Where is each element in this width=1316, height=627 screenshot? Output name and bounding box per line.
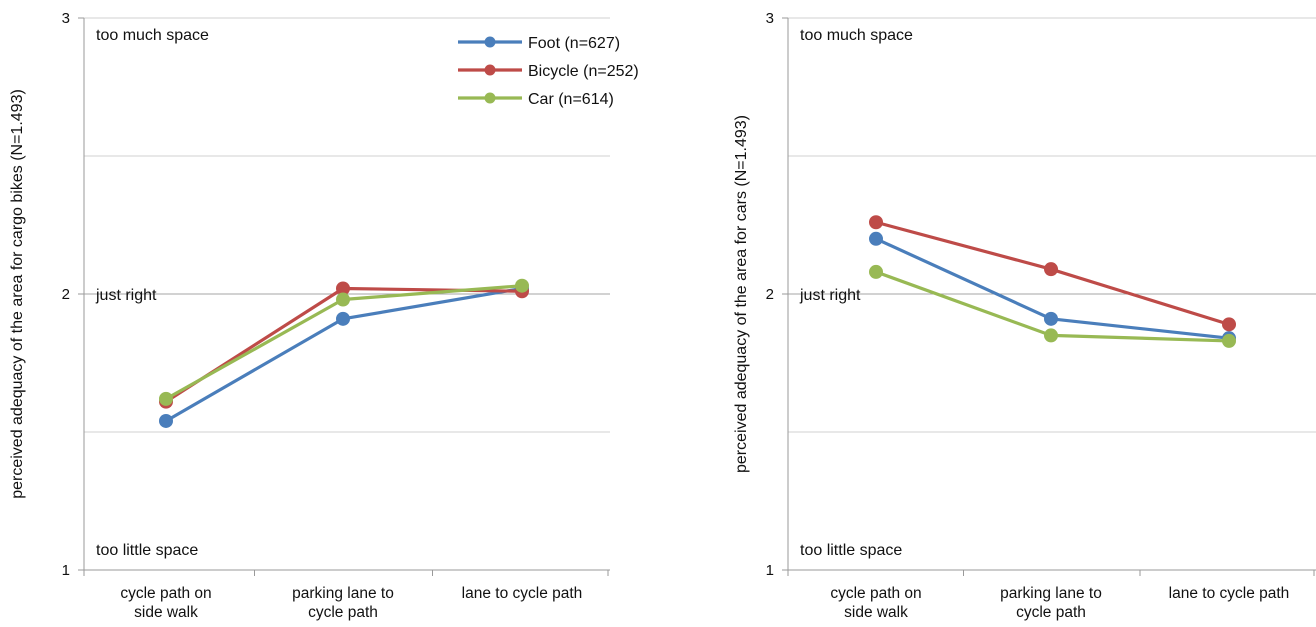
data-point [515,278,529,293]
y-tick-label: 3 [766,10,774,27]
data-point [1222,317,1236,332]
annotation-just-right: just right [95,287,157,304]
data-point [869,215,883,230]
data-point [336,292,350,307]
x-category-label: lane to cycle path [1169,585,1290,602]
data-point [1044,328,1058,343]
legend-label: Foot (n=627) [528,35,620,52]
cars-chart: 1 2 3 cycle path on side walk parking lane to… [733,10,1316,621]
data-point [1222,333,1236,348]
annotation-too-much-space: too much space [800,27,913,44]
data-point [1044,262,1058,277]
data-point [159,413,173,428]
y-tick-label: 2 [766,286,774,303]
x-category-label: cycle path on [120,585,211,602]
legend-label: Bicycle (n=252) [528,63,639,80]
data-point [869,231,883,246]
cargo-bikes-chart: 1 2 3 cycle path on side walk parking lane to… [9,10,639,621]
y-tick-label: 2 [62,286,70,303]
data-point [336,311,350,326]
annotation-too-little-space: too little space [800,542,902,559]
y-tick-label: 3 [62,10,70,27]
x-category-label: cycle path on [830,585,921,602]
x-category-label: parking lane to [292,585,394,602]
data-point [869,264,883,279]
y-axis-label: perceived adequacy of the area for cargo… [9,89,26,499]
legend-marker [484,36,496,48]
legend-marker [484,92,496,104]
data-point [159,391,173,406]
x-category-label: side walk [844,604,908,621]
x-category-label: lane to cycle path [462,585,583,602]
y-tick-label: 1 [62,562,70,579]
x-category-label: cycle path [308,604,378,621]
y-axis-label: perceived adequacy of the area for cars … [733,115,750,473]
x-category-label: parking lane to [1000,585,1102,602]
legend-label: Car (n=614) [528,91,614,108]
x-category-label: side walk [134,604,198,621]
series-line [164,286,524,423]
annotation-too-much-space: too much space [96,27,209,44]
annotation-too-little-space: too little space [96,542,198,559]
y-tick-label: 1 [766,562,774,579]
annotation-just-right: just right [799,287,861,304]
x-category-label: cycle path [1016,604,1086,621]
data-point [1044,311,1058,326]
data-point [336,281,350,296]
legend-marker [484,64,496,76]
